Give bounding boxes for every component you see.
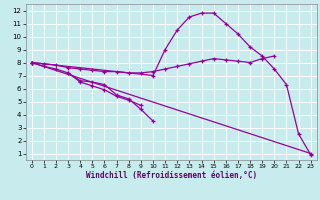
X-axis label: Windchill (Refroidissement éolien,°C): Windchill (Refroidissement éolien,°C) — [86, 171, 257, 180]
